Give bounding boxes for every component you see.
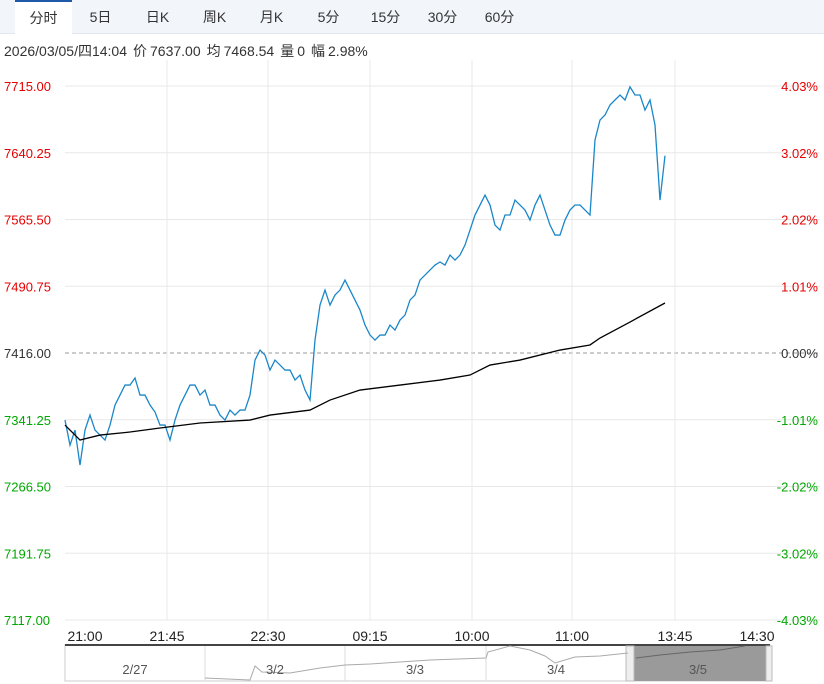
navigator-day-label: 3/4	[547, 662, 565, 677]
y-tick-label: 7416.00	[4, 346, 51, 361]
datetime: 2026/03/05/四14:04	[4, 43, 127, 59]
tab-30min[interactable]: 30分	[427, 9, 458, 25]
pct-tick-label: 2.02%	[781, 213, 818, 228]
pct-tick-label: 1.01%	[781, 279, 818, 294]
x-tick-label: 21:45	[149, 628, 184, 644]
pct-tick-label: -3.02%	[777, 546, 819, 561]
tab-daily-k[interactable]: 日K	[145, 9, 170, 25]
tab-5day[interactable]: 5日	[89, 9, 112, 25]
navigator-day-label: 2/27	[122, 662, 147, 677]
x-tick-label: 22:30	[250, 628, 285, 644]
navigator-left-handle[interactable]	[625, 645, 635, 682]
tab-monthly-k[interactable]: 月K	[259, 9, 284, 25]
tab-60min[interactable]: 60分	[484, 9, 515, 25]
volume-label: 量	[280, 43, 295, 59]
tab-intraday[interactable]: 分时	[15, 0, 72, 37]
quote-info-bar: 2026/03/05/四14:04 价 7637.00 均 7468.54 量 0 幅 2.98…	[4, 41, 374, 61]
volume-value: 0	[297, 43, 306, 59]
tab-5min[interactable]: 5分	[317, 9, 340, 25]
x-tick-label: 09:15	[352, 628, 387, 644]
price-label: 价	[133, 43, 147, 59]
price-line	[64, 85, 666, 466]
y-tick-label: 7117.00	[4, 613, 50, 628]
price-value: 7637.00	[150, 43, 201, 59]
pct-tick-label: -4.03%	[777, 613, 819, 628]
y-tick-label: 7266.50	[4, 480, 51, 495]
navigator-selected-minichart	[635, 645, 746, 659]
navigator-minichart	[204, 645, 629, 681]
pct-tick-label: 4.03%	[781, 79, 818, 94]
x-tick-label: 13:45	[657, 628, 692, 644]
navigator-day-label: 3/2	[266, 662, 284, 677]
amplitude-value: 2.98%	[328, 43, 368, 59]
y-tick-label: 7640.25	[4, 146, 51, 161]
x-tick-label: 10:00	[454, 628, 489, 644]
y-tick-label: 7490.75	[4, 279, 51, 294]
x-tick-label: 21:00	[67, 628, 102, 644]
navigator-day-label: 3/3	[406, 662, 424, 677]
pct-tick-label: -2.02%	[777, 480, 819, 495]
avg-value: 7468.54	[223, 43, 275, 59]
tab-weekly-k[interactable]: 周K	[202, 9, 227, 25]
average-price-line	[64, 302, 666, 441]
navigator[interactable]: 2/27 3/2 3/3 3/4 3/5	[64, 644, 773, 682]
y-tick-label: 7191.75	[4, 546, 51, 561]
pct-tick-label: 3.02%	[781, 146, 818, 161]
y-tick-label: 7341.25	[4, 413, 51, 428]
pct-tick-label: -1.01%	[777, 413, 819, 428]
y-tick-label: 7715.00	[4, 79, 51, 94]
y-tick-label: 7565.50	[4, 213, 51, 228]
tab-15min[interactable]: 15分	[370, 9, 401, 25]
x-tick-label: 14:30	[739, 628, 774, 644]
pct-tick-label: 0.00%	[781, 346, 818, 361]
navigator-right-handle[interactable]	[765, 645, 773, 682]
amplitude-label: 幅	[311, 43, 326, 59]
avg-label: 均	[206, 43, 221, 59]
navigator-day-label: 3/5	[689, 662, 707, 677]
x-tick-label: 11:00	[555, 628, 589, 644]
period-tabs: 分时 5日 日K 周K 月K 5分 15分 30分 60分	[0, 0, 824, 37]
